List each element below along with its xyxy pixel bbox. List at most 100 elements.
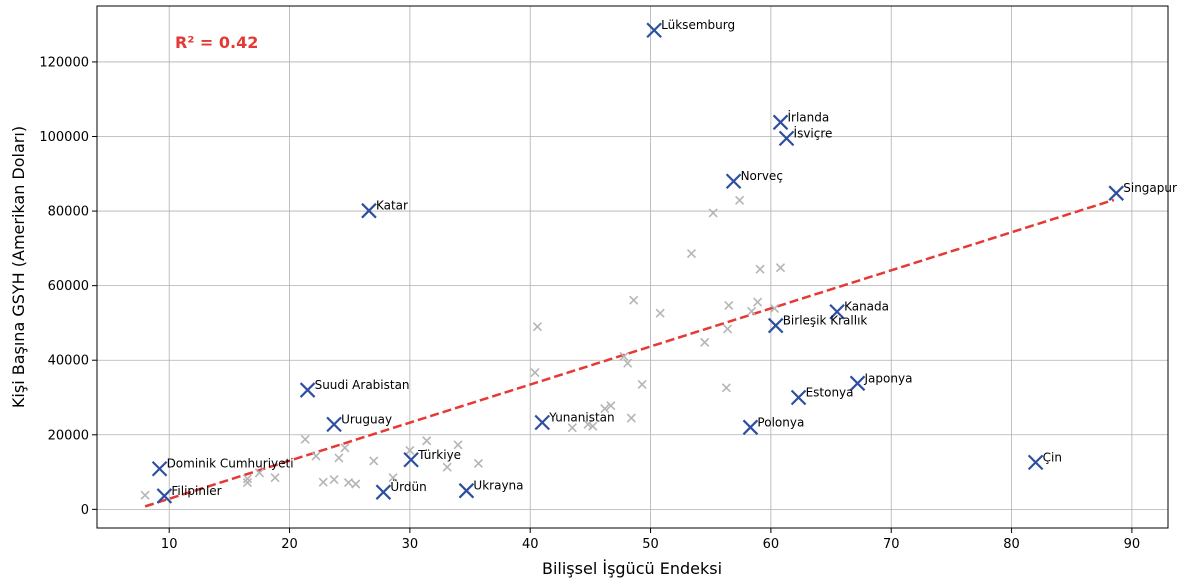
other-country-point-stroke bbox=[242, 474, 252, 484]
country-label: Birleşik Krallık bbox=[783, 314, 868, 328]
x-tick-label: 70 bbox=[883, 537, 900, 552]
other-country-point-stroke bbox=[655, 308, 665, 318]
y-tick-label: 40000 bbox=[48, 354, 89, 369]
y-tick-label: 120000 bbox=[39, 55, 89, 70]
other-country-point-stroke bbox=[242, 477, 252, 488]
other-country-point-stroke bbox=[686, 249, 697, 259]
other-country-point-stroke bbox=[723, 324, 733, 334]
country-label: Filipinler bbox=[171, 484, 221, 498]
highlighted-country-point-stroke bbox=[829, 303, 845, 320]
country-label: İrlanda bbox=[788, 109, 830, 124]
x-ticks-layer: 10 20 30 40 50 60 70 80 90 bbox=[161, 528, 1140, 552]
other-country-point-stroke bbox=[530, 367, 540, 378]
highlighted-country-point bbox=[458, 482, 475, 499]
other-country-point bbox=[619, 351, 629, 362]
highlighted-country-point-stroke bbox=[1108, 185, 1125, 201]
other-country-point-stroke bbox=[254, 468, 265, 478]
other-country-point-stroke bbox=[405, 445, 415, 456]
other-country-point bbox=[755, 264, 765, 274]
highlighted-country-point bbox=[156, 488, 173, 504]
highlighted-country-point bbox=[403, 451, 419, 468]
highlighted-country-point bbox=[361, 202, 377, 219]
y-tick-label: 80000 bbox=[48, 205, 89, 220]
x-axis-label: Bilişsel İşgücü Endeksi bbox=[542, 559, 722, 578]
highlighted-country-point bbox=[299, 382, 316, 398]
r-squared-annotation: R² = 0.42 bbox=[175, 33, 258, 52]
other-country-point bbox=[422, 436, 432, 446]
country-label: Ukrayna bbox=[473, 479, 523, 493]
other-country-point bbox=[369, 456, 379, 466]
other-country-point-stroke bbox=[755, 264, 765, 274]
other-country-point-stroke bbox=[606, 401, 616, 411]
country-label: Uruguay bbox=[341, 412, 392, 426]
other-country-point bbox=[532, 322, 542, 332]
highlighted-country-point bbox=[1027, 454, 1044, 471]
other-country-point bbox=[270, 473, 280, 483]
other-country-point bbox=[242, 474, 252, 484]
highlighted-country-point bbox=[790, 389, 807, 406]
country-label: Estonya bbox=[806, 386, 854, 400]
trendline bbox=[144, 198, 1115, 508]
country-label: Japonya bbox=[864, 371, 913, 385]
x-tick-label: 20 bbox=[281, 537, 298, 552]
highlighted-country-point bbox=[778, 130, 795, 147]
other-country-point bbox=[588, 421, 598, 431]
highlighted-country-point-stroke bbox=[849, 375, 866, 392]
country-label: İsviçre bbox=[794, 125, 833, 140]
highlighted-country-point bbox=[1108, 185, 1125, 201]
other-country-point bbox=[343, 477, 354, 488]
country-label: Singapur bbox=[1123, 181, 1177, 195]
y-tick-label: 60000 bbox=[48, 279, 89, 294]
highlighted-country-point bbox=[534, 414, 551, 431]
other-country-point-stroke bbox=[532, 322, 542, 332]
other-country-point-stroke bbox=[588, 421, 598, 431]
y-tick-label: 20000 bbox=[48, 428, 89, 443]
other-country-point-stroke bbox=[369, 456, 379, 466]
x-tick-label: 10 bbox=[161, 537, 178, 552]
other-country-point bbox=[329, 474, 339, 485]
highlighted-country-point bbox=[725, 173, 742, 190]
other-country-point bbox=[442, 462, 452, 472]
highlighted-country-point bbox=[829, 303, 845, 320]
highlighted-country-point-stroke bbox=[778, 130, 795, 147]
other-country-point bbox=[351, 479, 361, 489]
other-country-point-stroke bbox=[453, 440, 463, 450]
other-points-layer bbox=[140, 195, 786, 500]
other-country-point bbox=[735, 195, 745, 205]
other-country-point bbox=[747, 306, 757, 316]
highlighted-country-point-stroke bbox=[790, 389, 807, 406]
highlighted-country-point-stroke bbox=[458, 482, 475, 499]
other-country-point bbox=[600, 404, 610, 414]
other-country-point-stroke bbox=[567, 423, 577, 433]
country-label: Polonya bbox=[757, 415, 804, 429]
x-tick-label: 50 bbox=[642, 537, 659, 552]
other-country-point bbox=[567, 423, 577, 433]
other-country-point-stroke bbox=[735, 195, 745, 205]
highlighted-country-point-stroke bbox=[534, 414, 551, 431]
highlighted-country-point bbox=[151, 460, 168, 477]
other-country-point-stroke bbox=[708, 208, 718, 218]
country-label: Lüksemburg bbox=[661, 18, 735, 32]
highlighted-country-point-stroke bbox=[361, 202, 377, 219]
country-label: Ürdün bbox=[390, 478, 426, 494]
other-country-point-stroke bbox=[388, 473, 398, 483]
other-country-point bbox=[140, 490, 150, 500]
other-country-point-stroke bbox=[140, 490, 150, 500]
other-country-point-stroke bbox=[775, 263, 786, 273]
x-tick-label: 30 bbox=[402, 537, 419, 552]
highlighted-country-point-stroke bbox=[646, 22, 662, 39]
other-country-point-stroke bbox=[747, 306, 757, 316]
other-country-point bbox=[300, 434, 310, 444]
trendline-layer bbox=[144, 198, 1115, 508]
country-label: Suudi Arabistan bbox=[315, 378, 410, 392]
other-country-point bbox=[723, 324, 733, 334]
other-country-point bbox=[769, 303, 780, 313]
other-country-point bbox=[311, 451, 321, 461]
other-country-point bbox=[721, 383, 731, 393]
highlighted-country-point-stroke bbox=[742, 419, 759, 436]
highlighted-country-point bbox=[326, 416, 342, 433]
x-tick-label: 80 bbox=[1003, 537, 1020, 552]
other-country-point bbox=[686, 249, 697, 259]
